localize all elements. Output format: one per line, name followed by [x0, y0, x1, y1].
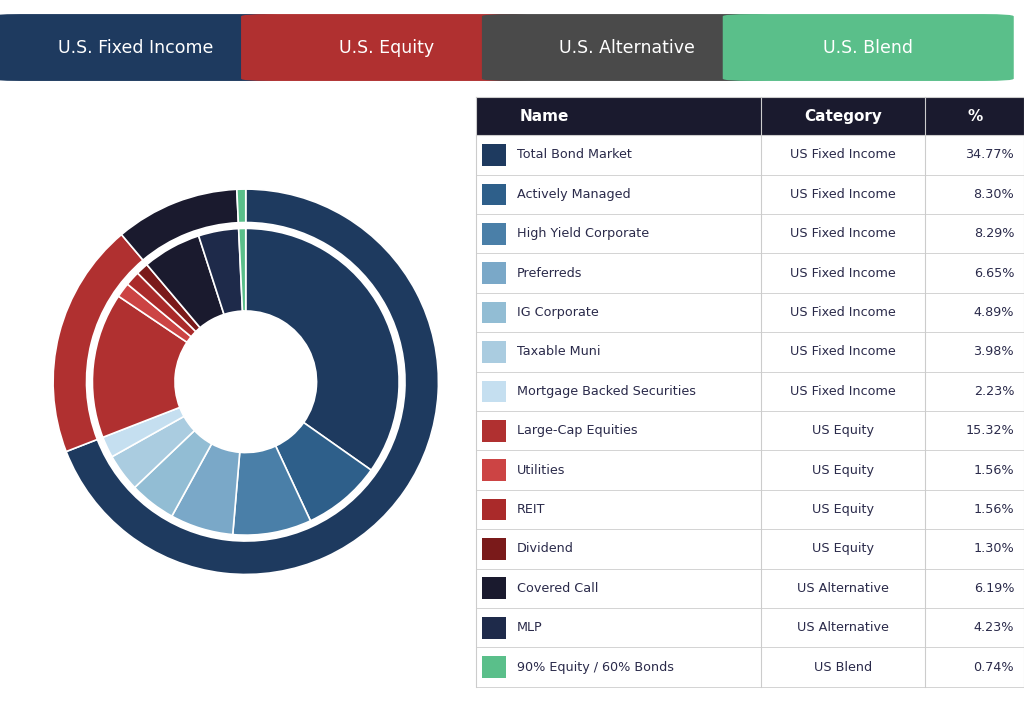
Text: 34.77%: 34.77% — [966, 148, 1014, 161]
Text: US Fixed Income: US Fixed Income — [791, 306, 896, 319]
Text: Total Bond Market: Total Bond Market — [517, 148, 632, 161]
Wedge shape — [239, 228, 246, 311]
FancyBboxPatch shape — [723, 14, 1014, 81]
Text: U.S. Equity: U.S. Equity — [339, 38, 434, 57]
Text: US Fixed Income: US Fixed Income — [791, 267, 896, 280]
Text: 1.56%: 1.56% — [974, 503, 1014, 516]
Text: US Fixed Income: US Fixed Income — [791, 227, 896, 240]
FancyBboxPatch shape — [481, 420, 506, 442]
FancyBboxPatch shape — [481, 341, 506, 363]
Wedge shape — [172, 444, 240, 534]
FancyBboxPatch shape — [481, 538, 506, 560]
Wedge shape — [67, 189, 438, 575]
FancyBboxPatch shape — [476, 97, 1024, 135]
Text: 2.23%: 2.23% — [974, 385, 1014, 398]
Text: US Alternative: US Alternative — [798, 621, 889, 634]
FancyBboxPatch shape — [481, 460, 506, 481]
Text: 15.32%: 15.32% — [966, 424, 1014, 437]
Text: 8.29%: 8.29% — [974, 227, 1014, 240]
Text: U.S. Fixed Income: U.S. Fixed Income — [58, 38, 213, 57]
FancyBboxPatch shape — [241, 14, 532, 81]
FancyBboxPatch shape — [481, 184, 506, 205]
Text: REIT: REIT — [517, 503, 546, 516]
FancyBboxPatch shape — [481, 380, 506, 402]
Wedge shape — [127, 273, 196, 337]
Text: US Alternative: US Alternative — [798, 582, 889, 595]
Text: 6.19%: 6.19% — [974, 582, 1014, 595]
Wedge shape — [102, 407, 184, 457]
FancyBboxPatch shape — [482, 14, 773, 81]
Wedge shape — [275, 423, 371, 521]
Text: US Fixed Income: US Fixed Income — [791, 188, 896, 201]
Text: 1.56%: 1.56% — [974, 464, 1014, 477]
Wedge shape — [237, 189, 246, 223]
Wedge shape — [199, 228, 243, 315]
Wedge shape — [246, 228, 399, 470]
Text: MLP: MLP — [517, 621, 543, 634]
Text: US Equity: US Equity — [812, 503, 874, 516]
Text: US Fixed Income: US Fixed Income — [791, 148, 896, 161]
Text: US Equity: US Equity — [812, 464, 874, 477]
Text: Preferreds: Preferreds — [517, 267, 583, 280]
Text: 4.23%: 4.23% — [974, 621, 1014, 634]
Text: US Fixed Income: US Fixed Income — [791, 346, 896, 358]
Text: Actively Managed: Actively Managed — [517, 188, 631, 201]
Text: High Yield Corporate: High Yield Corporate — [517, 227, 649, 240]
Wedge shape — [137, 264, 200, 332]
Text: IG Corporate: IG Corporate — [517, 306, 599, 319]
Wedge shape — [53, 235, 143, 452]
Wedge shape — [135, 431, 212, 516]
Text: Category: Category — [804, 109, 882, 124]
Text: 3.98%: 3.98% — [974, 346, 1014, 358]
Text: Name: Name — [520, 109, 569, 124]
Text: US Blend: US Blend — [814, 660, 872, 674]
FancyBboxPatch shape — [481, 617, 506, 638]
Text: %: % — [967, 109, 982, 124]
Text: U.S. Blend: U.S. Blend — [823, 38, 913, 57]
Wedge shape — [92, 296, 187, 438]
Text: Taxable Muni: Taxable Muni — [517, 346, 601, 358]
FancyBboxPatch shape — [481, 144, 506, 166]
FancyBboxPatch shape — [481, 262, 506, 284]
Text: 4.89%: 4.89% — [974, 306, 1014, 319]
FancyBboxPatch shape — [481, 302, 506, 323]
FancyBboxPatch shape — [0, 14, 282, 81]
FancyBboxPatch shape — [481, 656, 506, 678]
Text: US Fixed Income: US Fixed Income — [791, 385, 896, 398]
Text: Utilities: Utilities — [517, 464, 565, 477]
Wedge shape — [146, 236, 224, 328]
FancyBboxPatch shape — [481, 223, 506, 245]
FancyBboxPatch shape — [481, 498, 506, 520]
Wedge shape — [119, 284, 191, 342]
Wedge shape — [232, 446, 310, 535]
Text: 6.65%: 6.65% — [974, 267, 1014, 280]
Wedge shape — [122, 189, 239, 260]
Text: 0.74%: 0.74% — [974, 660, 1014, 674]
Text: Covered Call: Covered Call — [517, 582, 599, 595]
Text: US Equity: US Equity — [812, 542, 874, 556]
Text: Large-Cap Equities: Large-Cap Equities — [517, 424, 638, 437]
Text: U.S. Alternative: U.S. Alternative — [559, 38, 695, 57]
Text: 90% Equity / 60% Bonds: 90% Equity / 60% Bonds — [517, 660, 674, 674]
Wedge shape — [112, 416, 195, 488]
Text: 1.30%: 1.30% — [974, 542, 1014, 556]
Text: 8.30%: 8.30% — [974, 188, 1014, 201]
Text: Mortgage Backed Securities: Mortgage Backed Securities — [517, 385, 696, 398]
Text: Dividend: Dividend — [517, 542, 574, 556]
Text: US Equity: US Equity — [812, 424, 874, 437]
FancyBboxPatch shape — [481, 578, 506, 599]
